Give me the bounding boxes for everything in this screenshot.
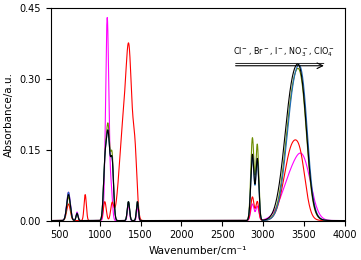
Y-axis label: Absorbance/a.u.: Absorbance/a.u. [4,72,14,157]
X-axis label: Wavenumber/cm⁻¹: Wavenumber/cm⁻¹ [149,246,247,256]
Text: Cl$^-$, Br$^-$, I$^-$, NO$_3^-$, ClO$_4^-$: Cl$^-$, Br$^-$, I$^-$, NO$_3^-$, ClO$_4^… [233,46,335,59]
